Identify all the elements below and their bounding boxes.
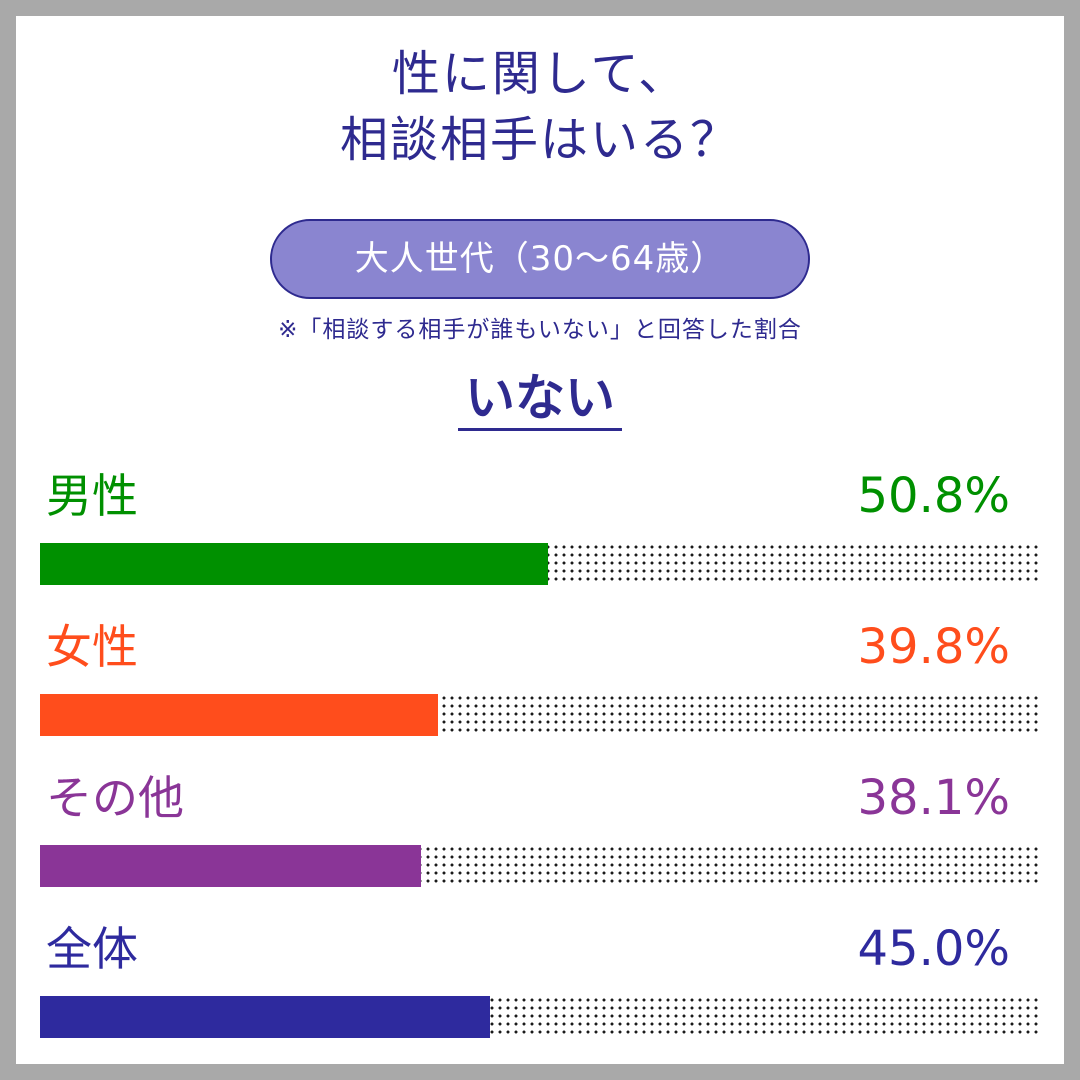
chart-title-line-2: 相談相手はいる？ bbox=[339, 112, 740, 168]
series-heading-underline bbox=[458, 428, 622, 431]
value-label: 45.0% bbox=[857, 921, 1010, 977]
value-label: 38.1% bbox=[857, 770, 1010, 826]
value-label: 50.8% bbox=[857, 468, 1010, 524]
bar bbox=[40, 996, 490, 1038]
bar bbox=[40, 543, 548, 585]
category-label: 女性 bbox=[46, 620, 138, 674]
bar-track bbox=[40, 543, 1040, 585]
bar bbox=[40, 845, 421, 887]
bar-track bbox=[40, 996, 1040, 1038]
chart-title-line-1: 性に関して、 bbox=[391, 46, 689, 102]
chart-frame bbox=[16, 16, 1064, 1064]
category-label: 全体 bbox=[46, 922, 138, 976]
value-label: 39.8% bbox=[857, 619, 1010, 675]
footnote: ※「相談する相手が誰もいない」と回答した割合 bbox=[278, 317, 802, 343]
bar-track bbox=[40, 845, 1040, 887]
series-heading: いない bbox=[465, 369, 615, 427]
category-label: 男性 bbox=[46, 469, 138, 523]
bar bbox=[40, 694, 438, 736]
age-group-badge: 大人世代（30～64歳） bbox=[270, 219, 810, 299]
bar-track bbox=[40, 694, 1040, 736]
category-label: その他 bbox=[46, 771, 184, 825]
